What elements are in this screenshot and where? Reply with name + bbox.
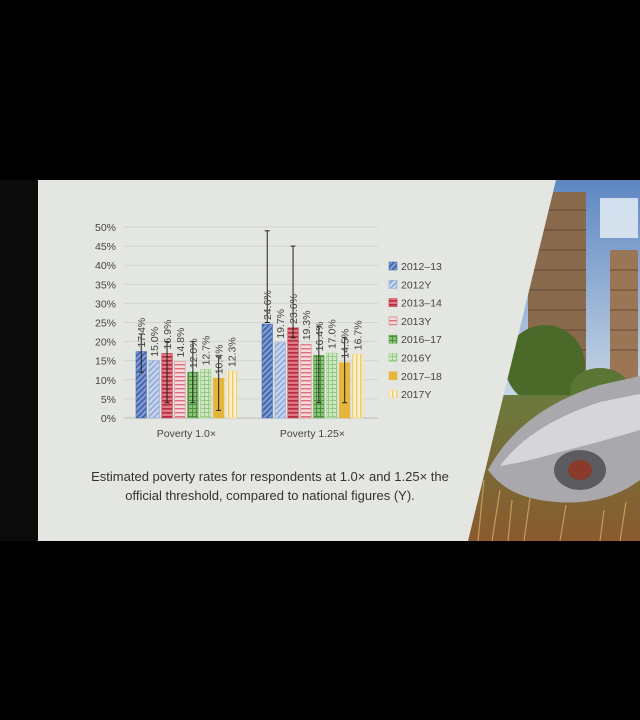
y-tick-label: 35%: [95, 279, 116, 291]
x-category-label: Poverty 1.0×: [157, 428, 216, 440]
y-tick-label: 15%: [95, 356, 116, 368]
chart-bars: [135, 230, 364, 419]
legend-label: 2012Y: [401, 279, 431, 291]
y-tick-label: 20%: [95, 337, 116, 349]
data-label: 17.4%: [136, 318, 148, 348]
data-label: 19.7%: [275, 309, 287, 339]
legend-label: 2017–18: [401, 371, 442, 383]
y-tick-label: 45%: [95, 241, 116, 253]
data-label: 24.6%: [262, 290, 274, 320]
data-label: 16.7%: [353, 320, 365, 350]
chart-caption: Estimated poverty rates for respondents …: [91, 469, 449, 503]
city-ruins-photo: [460, 180, 640, 541]
legend-swatch: [388, 334, 398, 344]
bar: [226, 370, 238, 419]
legend-label: 2012–13: [401, 261, 442, 273]
legend-label: 2016Y: [401, 353, 431, 365]
chart-legend: 2012–13 2012Y 2013–14 2013Y 2016–17 2016Y 2017…: [388, 261, 442, 401]
bar: [326, 352, 338, 419]
data-label: 23.6%: [288, 294, 300, 324]
legend-swatch: [388, 353, 398, 362]
bar: [261, 323, 273, 419]
chart-data-labels: 17.4% 15.0% 16.9% 14.8% 12.0% 12.7% 10.4% 12.3%…: [136, 290, 364, 374]
legend-swatch: [388, 298, 398, 307]
bar: [274, 342, 286, 419]
legend-label: 2017Y: [401, 389, 431, 401]
data-label: 12.0%: [188, 338, 200, 368]
y-tick-label: 30%: [95, 298, 116, 310]
legend-swatch: [388, 261, 398, 271]
legend-label: 2016–17: [401, 334, 442, 346]
legend-swatch: [388, 316, 398, 326]
y-tick-label: 40%: [95, 260, 116, 272]
y-tick-label: 25%: [95, 318, 116, 330]
data-label: 16.9%: [162, 320, 174, 350]
data-label: 17.0%: [327, 319, 339, 349]
y-tick-label: 5%: [101, 394, 116, 406]
data-label: 15.0%: [149, 327, 161, 357]
y-tick-label: 50%: [95, 222, 116, 234]
data-label: 16.4%: [314, 322, 326, 352]
y-axis-ticks: 0% 5% 10% 15% 20% 25% 30% 35% 40% 45% 50%: [95, 222, 116, 425]
legend-swatch: [388, 280, 398, 289]
data-label: 12.7%: [201, 336, 213, 366]
bar: [174, 361, 186, 419]
bar: [148, 360, 160, 419]
data-label: 14.8%: [175, 328, 187, 358]
data-label: 12.3%: [227, 337, 239, 367]
legend-swatch: [388, 371, 398, 381]
legend-label: 2013Y: [401, 316, 431, 328]
legend-swatch: [388, 389, 398, 399]
bar: [287, 327, 299, 419]
y-tick-label: 10%: [95, 375, 116, 387]
data-label: 10.4%: [214, 344, 226, 374]
poverty-bar-chart: 0% 5% 10% 15% 20% 25% 30% 35% 40% 45% 50% 17.4% 15.…: [95, 222, 442, 440]
data-label: 14.5%: [340, 329, 352, 359]
presentation-slide: 0% 5% 10% 15% 20% 25% 30% 35% 40% 45% 50% 17.4% 15.…: [0, 180, 640, 541]
bar: [300, 343, 312, 419]
y-tick-label: 0%: [101, 413, 116, 425]
x-category-label: Poverty 1.25×: [280, 428, 345, 440]
data-label: 19.3%: [301, 310, 313, 340]
x-axis-categories: Poverty 1.0× Poverty 1.25×: [157, 428, 345, 440]
bar: [351, 353, 364, 419]
legend-label: 2013–14: [401, 298, 442, 310]
bar: [200, 369, 212, 419]
